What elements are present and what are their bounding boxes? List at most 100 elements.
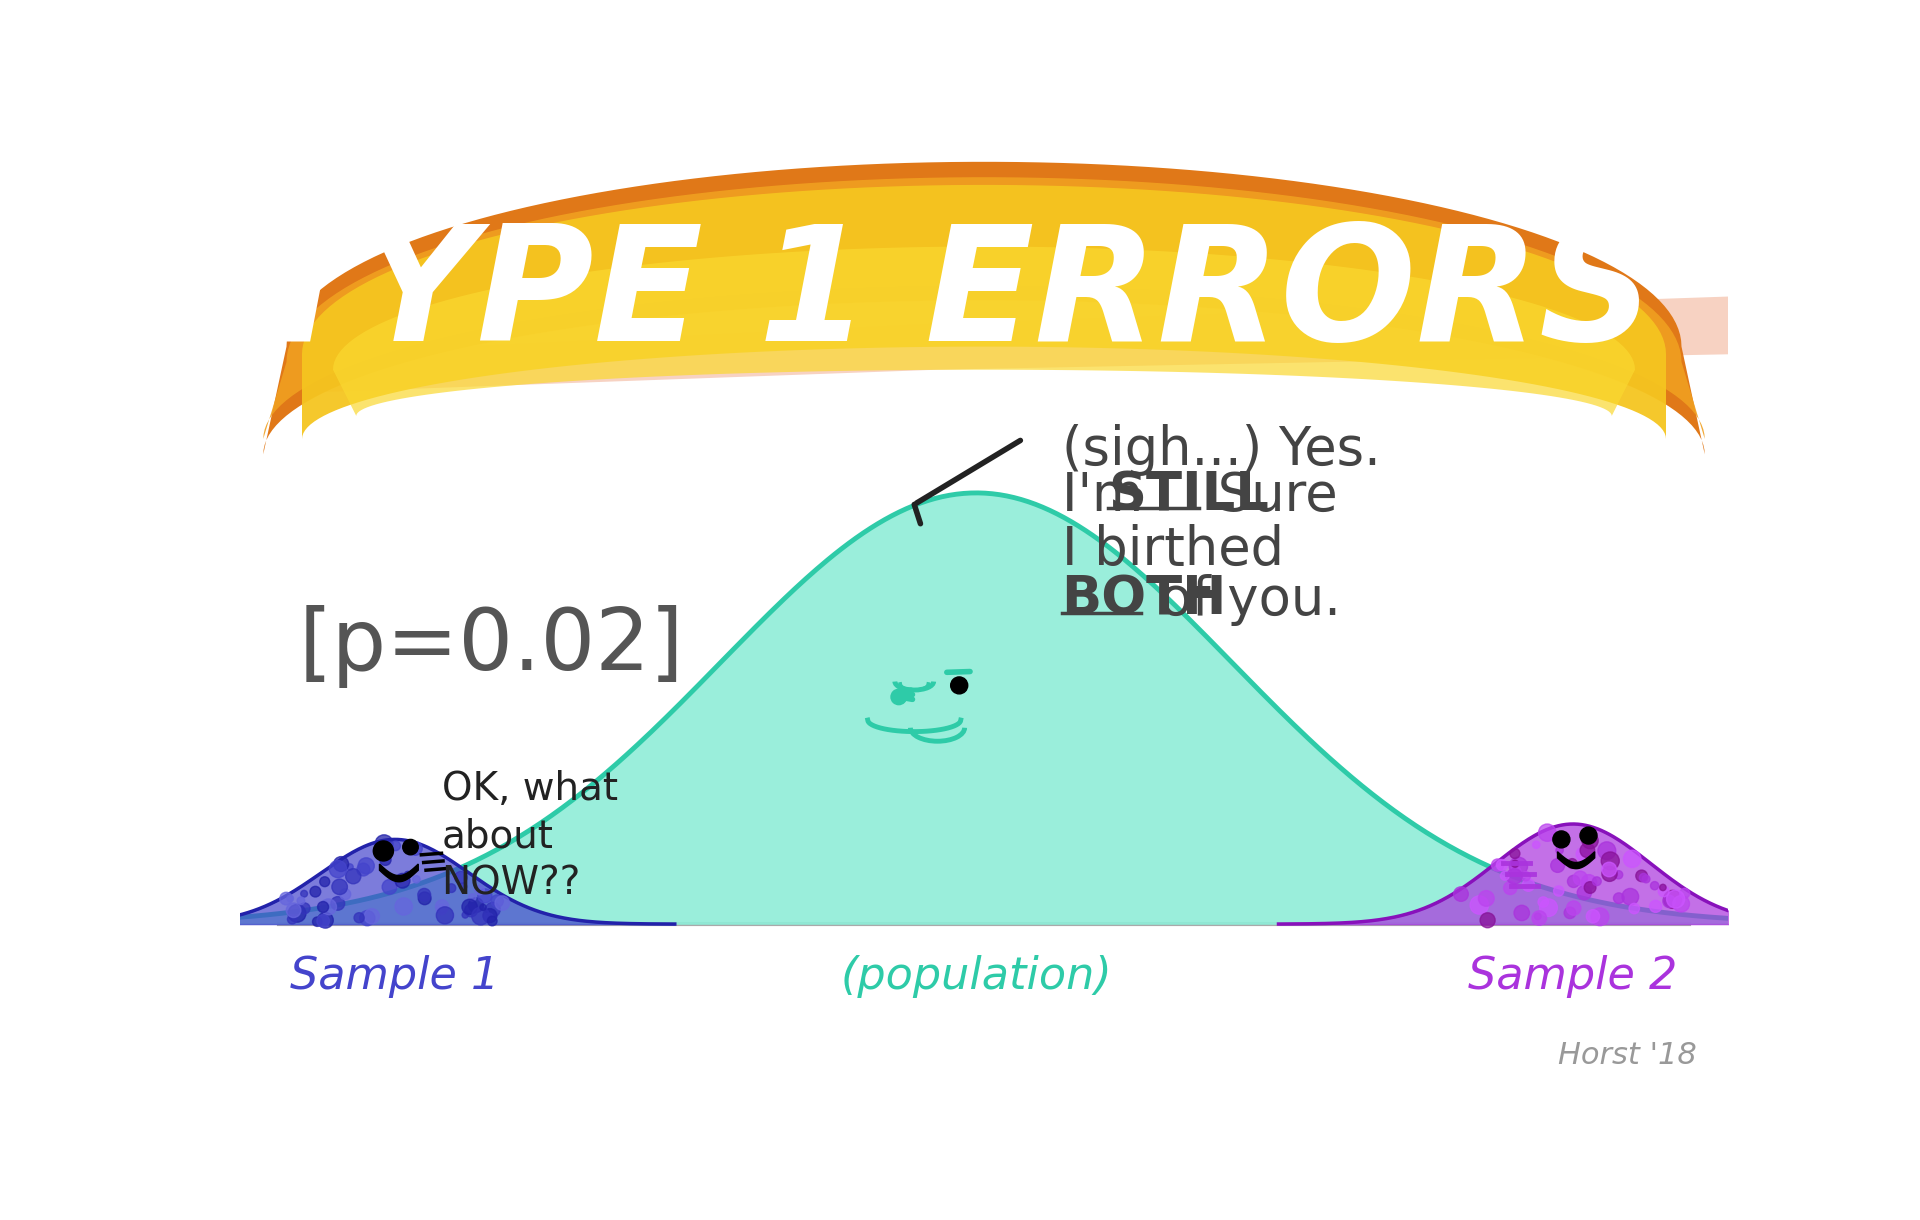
Text: Sample 1: Sample 1: [290, 955, 499, 998]
Circle shape: [313, 917, 323, 926]
Circle shape: [1624, 850, 1642, 867]
Circle shape: [447, 883, 455, 893]
Circle shape: [392, 841, 401, 850]
Circle shape: [301, 891, 307, 897]
Circle shape: [280, 892, 292, 905]
Circle shape: [380, 854, 392, 865]
Circle shape: [298, 897, 305, 904]
Circle shape: [1565, 908, 1576, 919]
Circle shape: [474, 886, 484, 894]
Circle shape: [1534, 913, 1542, 920]
Circle shape: [1551, 859, 1565, 872]
Text: BOTH: BOTH: [1062, 573, 1227, 626]
Circle shape: [353, 913, 365, 922]
Circle shape: [468, 898, 484, 913]
Circle shape: [1453, 887, 1469, 902]
Polygon shape: [301, 296, 1728, 393]
Circle shape: [1555, 847, 1563, 854]
Circle shape: [1532, 911, 1548, 925]
Circle shape: [436, 906, 453, 924]
Circle shape: [1651, 882, 1659, 889]
Circle shape: [463, 911, 468, 919]
Polygon shape: [332, 246, 1636, 416]
Circle shape: [288, 904, 305, 922]
Circle shape: [1659, 886, 1668, 897]
Text: [p=0.02]: [p=0.02]: [298, 605, 684, 688]
Circle shape: [1511, 860, 1519, 867]
Circle shape: [419, 892, 432, 905]
Circle shape: [478, 889, 492, 903]
Circle shape: [1567, 875, 1580, 887]
Circle shape: [396, 874, 411, 888]
Circle shape: [321, 899, 336, 915]
Circle shape: [317, 915, 330, 927]
Circle shape: [436, 904, 447, 915]
Circle shape: [1553, 886, 1563, 897]
Circle shape: [321, 877, 330, 887]
Circle shape: [468, 894, 476, 902]
Circle shape: [1511, 866, 1521, 876]
Text: I'm: I'm: [1062, 470, 1160, 522]
Text: (population): (population): [841, 955, 1112, 998]
Text: STILL: STILL: [1108, 470, 1269, 522]
Circle shape: [1582, 832, 1597, 849]
Circle shape: [1503, 881, 1517, 894]
Circle shape: [1586, 910, 1599, 922]
Circle shape: [455, 871, 467, 883]
Circle shape: [1507, 869, 1523, 884]
Circle shape: [1553, 831, 1571, 848]
Circle shape: [1584, 882, 1596, 893]
Circle shape: [382, 880, 397, 894]
Circle shape: [413, 876, 420, 883]
Circle shape: [480, 904, 486, 910]
Circle shape: [340, 889, 351, 899]
Circle shape: [332, 880, 348, 894]
Circle shape: [1471, 895, 1488, 914]
Polygon shape: [301, 185, 1667, 439]
Circle shape: [1628, 903, 1640, 914]
Circle shape: [334, 856, 349, 871]
Circle shape: [1538, 897, 1548, 908]
Text: TYPE 1 ERRORS: TYPE 1 ERRORS: [252, 220, 1653, 375]
Circle shape: [1642, 875, 1649, 883]
Circle shape: [1592, 908, 1609, 926]
Circle shape: [330, 897, 346, 910]
Circle shape: [1672, 895, 1690, 913]
Circle shape: [1521, 871, 1530, 881]
Circle shape: [1509, 849, 1521, 859]
Circle shape: [286, 895, 294, 902]
Circle shape: [409, 842, 422, 855]
Circle shape: [1576, 886, 1592, 900]
Circle shape: [1601, 852, 1619, 870]
Circle shape: [1478, 891, 1494, 906]
Text: I birthed: I birthed: [1062, 523, 1283, 576]
Circle shape: [1680, 888, 1690, 898]
Circle shape: [357, 864, 371, 876]
Circle shape: [1663, 891, 1682, 909]
Circle shape: [1500, 871, 1509, 880]
Circle shape: [459, 883, 467, 891]
Circle shape: [436, 900, 449, 913]
Circle shape: [1480, 913, 1496, 927]
Circle shape: [1580, 827, 1597, 844]
Circle shape: [1523, 878, 1534, 892]
Circle shape: [317, 913, 334, 928]
Circle shape: [451, 874, 459, 880]
Circle shape: [488, 916, 497, 926]
Text: Sure: Sure: [1202, 470, 1338, 522]
Circle shape: [403, 839, 419, 855]
Circle shape: [317, 902, 328, 913]
Circle shape: [346, 869, 361, 883]
Circle shape: [374, 834, 394, 853]
Circle shape: [1640, 874, 1647, 882]
Circle shape: [492, 895, 503, 908]
Circle shape: [1592, 877, 1601, 886]
Polygon shape: [263, 177, 1705, 439]
Circle shape: [1572, 871, 1588, 886]
Circle shape: [1496, 860, 1507, 871]
Circle shape: [465, 904, 478, 916]
Circle shape: [1492, 859, 1503, 871]
Circle shape: [300, 903, 309, 914]
Circle shape: [463, 899, 478, 915]
Circle shape: [419, 888, 430, 902]
